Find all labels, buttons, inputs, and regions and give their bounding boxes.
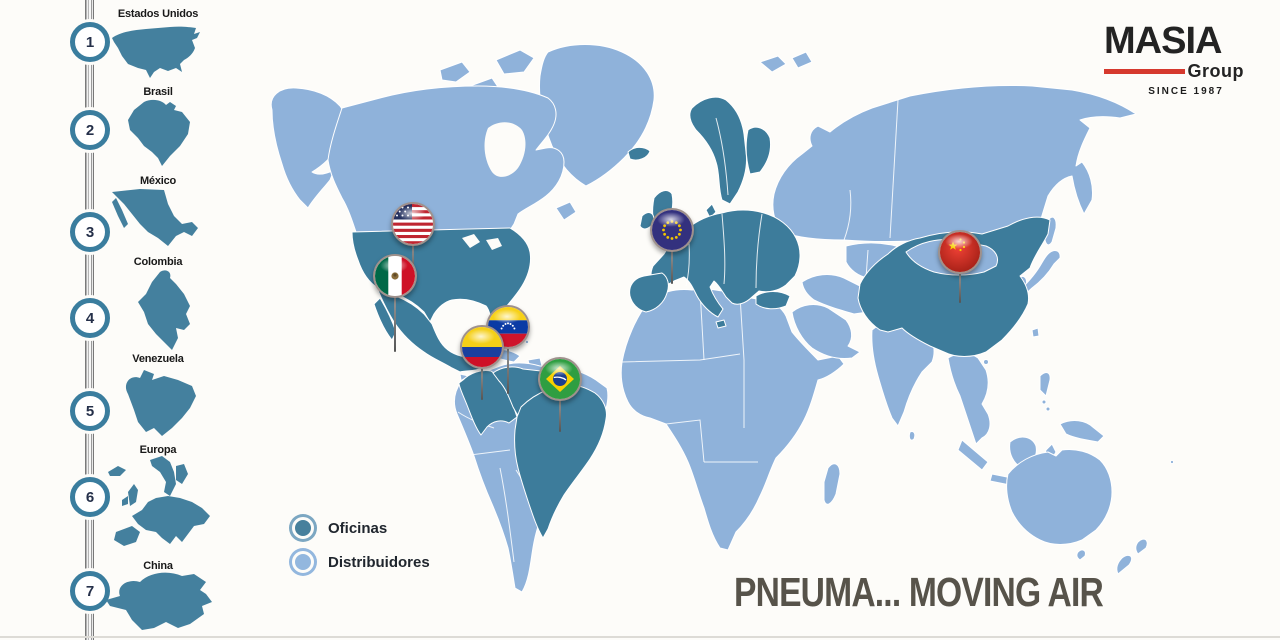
legend-item-distributors: Distribuidores — [292, 545, 430, 579]
pin-needle — [671, 248, 673, 284]
colombia-flag-icon — [462, 327, 502, 367]
mexico-silhouette — [112, 189, 198, 246]
pin-europe — [650, 208, 694, 284]
logo-subtitle: Group — [1187, 61, 1244, 81]
venezuela-silhouette — [125, 370, 196, 436]
logo-title: MASIA — [1104, 20, 1222, 62]
brazil-flag-icon — [540, 359, 580, 399]
node-number: 7 — [85, 582, 95, 600]
office-marker-icon — [292, 517, 314, 539]
sidebar-node-2: 2 — [70, 110, 110, 150]
alaska-shape — [270, 87, 346, 209]
european-union-flag-icon — [652, 210, 692, 250]
pin-needle — [394, 294, 396, 352]
sidebar-node-1: 1 — [70, 22, 110, 62]
node-number: 4 — [85, 309, 95, 327]
sidebar-node-5: 5 — [70, 391, 110, 431]
sidebar-node-3: 3 — [70, 212, 110, 252]
scandinavia-shape — [689, 96, 747, 205]
sidebar-label-china: China — [143, 560, 173, 572]
node-number: 2 — [85, 121, 95, 139]
usa-silhouette — [112, 26, 200, 79]
madagascar-shape — [823, 463, 841, 505]
brazil-silhouette — [128, 99, 190, 166]
greenland-shape — [539, 44, 655, 187]
bottom-divider — [0, 636, 1280, 638]
australia-shape — [1006, 449, 1113, 545]
arabia-shape — [791, 304, 861, 359]
legend-item-offices: Oficinas — [292, 511, 430, 545]
colombia-shape — [458, 370, 518, 436]
indochina-shape — [947, 353, 991, 445]
sidebar-node-7: 7 — [70, 571, 110, 611]
sidebar-label-mexico: México — [139, 175, 177, 187]
node-number: 1 — [85, 33, 95, 51]
node-number: 6 — [85, 488, 95, 506]
sidebar-label-colombia: Colombia — [133, 256, 183, 268]
pin-usa — [391, 202, 435, 278]
logo-red-underline — [1104, 69, 1185, 74]
node-number: 3 — [85, 223, 95, 241]
masia-group-logo: MASIA Group SINCE 1987 — [1104, 22, 1244, 97]
europa-silhouette — [108, 456, 210, 546]
sidebar-node-4: 4 — [70, 298, 110, 338]
pin-brazil — [538, 357, 582, 432]
pin-mexico — [373, 254, 417, 352]
legend-label: Distribuidores — [328, 553, 430, 571]
sidebar-label-venezuela: Venezuela — [132, 353, 184, 365]
pin-needle — [959, 270, 961, 303]
pin-needle — [412, 242, 414, 278]
sidebar-node-6: 6 — [70, 477, 110, 517]
colombia-silhouette — [138, 270, 190, 350]
usa-flag-icon — [393, 204, 433, 244]
tagline: PNEUMA... MOVING AIR — [734, 569, 1104, 615]
logo-since: SINCE 1987 — [1148, 86, 1224, 97]
legend-label: Oficinas — [328, 519, 388, 537]
mexico-flag-icon — [375, 256, 415, 296]
turkey-shape — [755, 291, 791, 310]
russia-shape — [772, 84, 1137, 242]
pin-needle — [507, 345, 509, 394]
canada-shape — [327, 85, 565, 233]
new-guinea-shape — [1059, 420, 1105, 443]
iceland-shape — [627, 146, 651, 161]
china-silhouette — [106, 572, 212, 630]
new-zealand-shape — [1135, 538, 1148, 555]
distributor-marker-icon — [292, 551, 314, 573]
pin-colombia — [460, 325, 504, 400]
pin-needle — [481, 365, 483, 400]
node-number: 5 — [85, 402, 95, 420]
iberia-shape — [629, 272, 669, 313]
map-legend: Oficinas Distribuidores — [292, 511, 430, 579]
pin-needle — [559, 397, 561, 432]
sidebar-label-europa: Europa — [139, 444, 177, 456]
china-flag-icon — [940, 232, 980, 272]
sidebar-label-estados-unidos: Estados Unidos — [117, 8, 199, 20]
sidebar-label-brasil: Brasil — [143, 86, 173, 98]
pin-china — [938, 230, 982, 303]
